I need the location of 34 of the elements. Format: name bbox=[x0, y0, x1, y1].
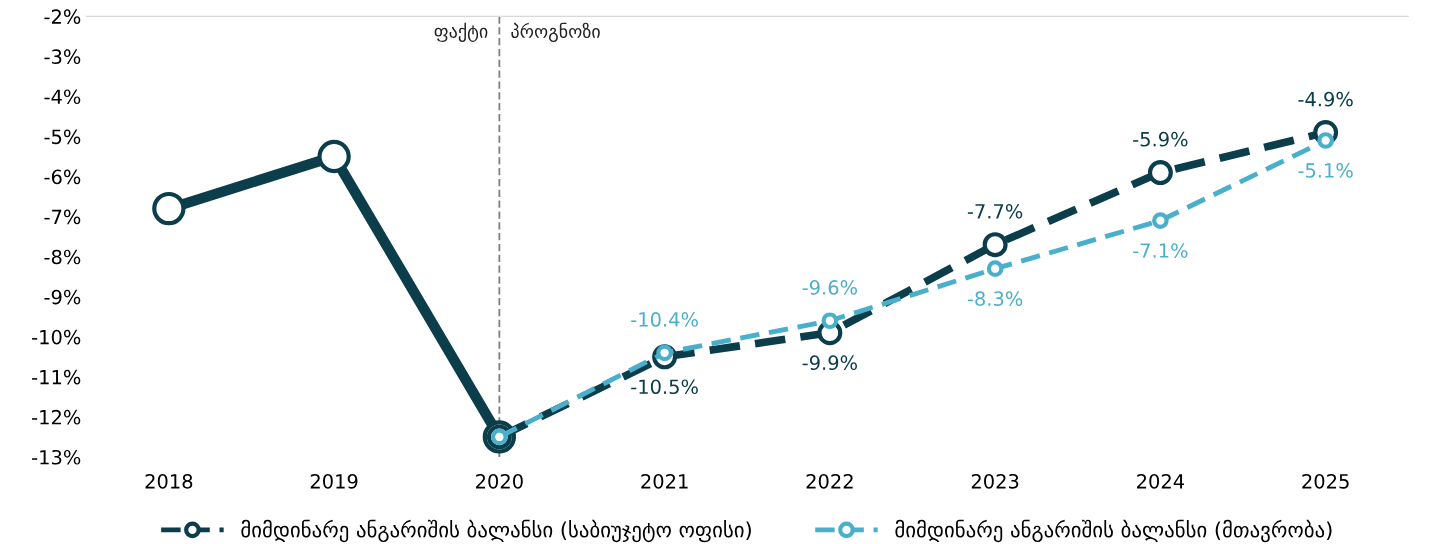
y-tick-label: -10% bbox=[32, 329, 81, 345]
y-tick-label: -3% bbox=[44, 49, 81, 65]
x-tick-label: 2025 bbox=[1302, 473, 1349, 489]
x-tick-label: 2019 bbox=[310, 473, 358, 489]
data-label: -4.9% bbox=[1298, 91, 1353, 107]
y-tick-label: -2% bbox=[44, 9, 81, 24]
x-tick-label: 2020 bbox=[476, 473, 523, 489]
data-label: -5.9% bbox=[1133, 131, 1188, 147]
data-label: -7.1% bbox=[1133, 243, 1188, 258]
x-tick-label: 2021 bbox=[641, 473, 688, 489]
data-label: -8.3% bbox=[967, 291, 1023, 306]
x-tick-label: 2024 bbox=[1137, 473, 1185, 489]
y-tick-label: -13% bbox=[32, 449, 81, 465]
y-tick-label: -5% bbox=[44, 129, 81, 145]
data-label: -7.7% bbox=[967, 203, 1023, 219]
data-label: -10.5% bbox=[631, 379, 698, 395]
annotation: პროგნოზი bbox=[511, 22, 600, 43]
legend-label: მიმდინარე ანგარიშის ბალანსი (მთავრობა) bbox=[895, 519, 1332, 543]
y-tick-label: -12% bbox=[32, 409, 81, 425]
data-label: -10.4% bbox=[631, 312, 698, 327]
y-tick-label: -8% bbox=[44, 249, 81, 265]
data-label: -9.6% bbox=[802, 280, 857, 295]
x-tick-label: 2022 bbox=[806, 473, 853, 489]
annotation: ფაქტი bbox=[434, 22, 488, 42]
y-tick-label: -11% bbox=[32, 369, 81, 385]
y-tick-label: -9% bbox=[44, 289, 81, 305]
y-tick-label: -7% bbox=[44, 209, 81, 225]
legend-label: მიმდინარე ანგარიშის ბალანსი (საბიუჯეტო ოფისი) bbox=[241, 519, 751, 543]
y-tick-label: -6% bbox=[44, 169, 81, 185]
data-label: -9.9% bbox=[802, 355, 857, 371]
x-tick-label: 2023 bbox=[971, 473, 1019, 489]
y-tick-label: -4% bbox=[44, 89, 81, 105]
data-label: -5.1% bbox=[1298, 163, 1353, 178]
x-tick-label: 2018 bbox=[145, 473, 193, 489]
